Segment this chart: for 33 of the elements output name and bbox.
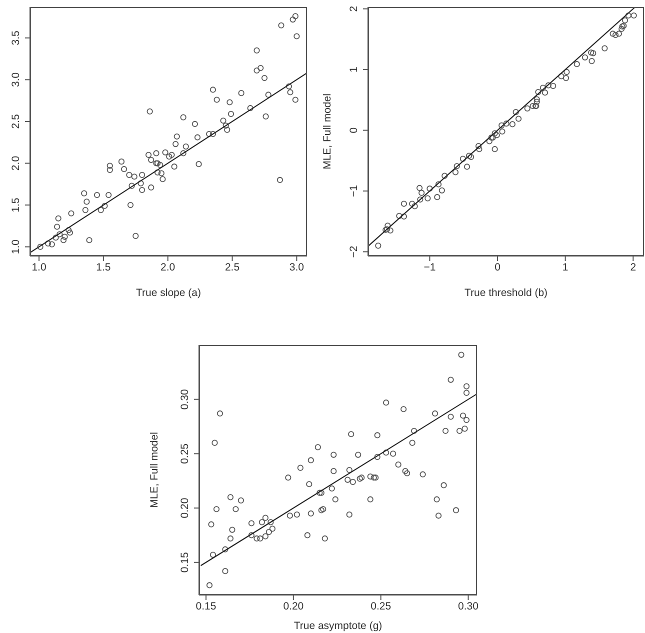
x-tick-label: 2.0 (160, 261, 176, 274)
x-tick-label: 3.0 (289, 261, 304, 274)
x-tick-label: 2 (630, 261, 636, 274)
y-tick-label: 3.5 (10, 30, 22, 46)
x-axis-title: True threshold (b) (464, 287, 548, 299)
y-tick-label: 0.15 (179, 552, 191, 573)
x-tick-label: 1.0 (32, 261, 46, 274)
y-tick-label: 0.20 (179, 498, 191, 518)
y-tick-label: 0.30 (179, 388, 191, 410)
x-tick-label: 1.5 (96, 261, 111, 274)
y-tick-label: 1.5 (10, 198, 22, 212)
y-tick-label: 2.5 (10, 114, 22, 129)
y-tick-label: 1 (348, 66, 360, 72)
y-axis-title: MLE, Full model (148, 432, 161, 508)
x-tick-label: 0.30 (458, 600, 479, 612)
x-tick-label: 0.20 (283, 600, 304, 612)
y-tick-label: 2.0 (10, 156, 22, 171)
y-tick-label: 3.0 (10, 72, 22, 87)
x-tick-label: 0 (494, 261, 501, 274)
y-tick-label: 1.0 (10, 239, 22, 254)
x-axis-title: True slope (a) (136, 287, 201, 299)
x-tick-label: 2.5 (224, 261, 240, 274)
x-axis-title: True asymptote (g) (294, 620, 382, 632)
y-tick-label: 0 (348, 127, 360, 134)
y-tick-label: 2 (348, 6, 360, 12)
y-axis-title: MLE, Full model (322, 94, 334, 170)
y-tick-label: −2 (348, 246, 360, 258)
y-tick-label: 0.25 (179, 443, 191, 464)
y-tick-label: −1 (348, 184, 360, 198)
x-tick-label: −1 (424, 261, 436, 274)
x-tick-label: 0.25 (370, 600, 392, 612)
x-tick-label: 1 (562, 261, 568, 274)
x-tick-label: 0.15 (196, 600, 216, 612)
